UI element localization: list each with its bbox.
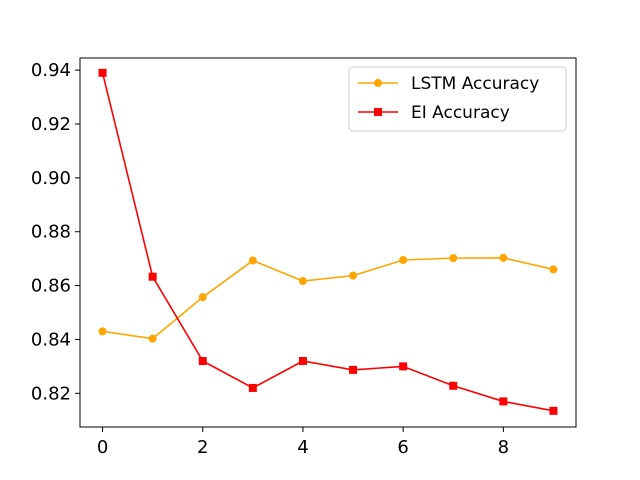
series-2-marker [349, 365, 358, 374]
y-tick-label: 0.86 [31, 276, 71, 297]
series-2-marker [248, 383, 257, 392]
y-tick-label: 0.90 [31, 168, 71, 189]
series-line-2 [101, 72, 554, 412]
series-1-marker [298, 277, 307, 286]
series-1-marker [98, 327, 107, 336]
series-1-marker [148, 334, 157, 343]
legend-label-2: EI Accuracy [411, 103, 510, 123]
y-tick-label: 0.92 [31, 114, 71, 135]
series-2-marker [148, 272, 157, 281]
legend-marker-1 [374, 79, 382, 87]
series-2-marker [499, 397, 508, 406]
x-tick-label: 6 [397, 437, 408, 458]
x-axis: 0 2 4 6 8 [97, 427, 509, 458]
y-tick-label: 0.94 [31, 60, 71, 81]
x-tick-label: 8 [498, 437, 509, 458]
series-1-marker [499, 253, 508, 262]
x-tick-label: 0 [97, 437, 108, 458]
series-1-marker [198, 293, 207, 302]
series-layer [98, 68, 558, 415]
series-2-marker [298, 357, 307, 366]
series-2-marker [449, 381, 458, 390]
series-1-marker [449, 254, 458, 263]
legend-marker-2 [374, 108, 382, 116]
series-1-marker [549, 265, 558, 274]
plot-frame [79, 57, 577, 428]
x-tick-label: 2 [197, 437, 208, 458]
x-tick-label: 4 [297, 437, 308, 458]
legend-label-1: LSTM Accuracy [411, 74, 539, 94]
series-1-marker [349, 271, 358, 280]
legend-box [348, 66, 567, 132]
series-2-marker [549, 406, 558, 415]
y-tick-label: 0.88 [31, 222, 71, 243]
series-1-marker [399, 256, 408, 265]
series-2-marker [399, 362, 408, 371]
y-tick-label: 0.82 [31, 383, 71, 404]
series-1-marker [248, 256, 257, 265]
series-2-marker [98, 68, 107, 77]
legend: LSTM Accuracy EI Accuracy [348, 66, 567, 132]
y-tick-label: 0.84 [31, 329, 71, 350]
series-2-marker [198, 357, 207, 366]
y-axis: 0.82 0.84 0.86 0.88 0.90 0.92 0.94 [31, 60, 80, 404]
